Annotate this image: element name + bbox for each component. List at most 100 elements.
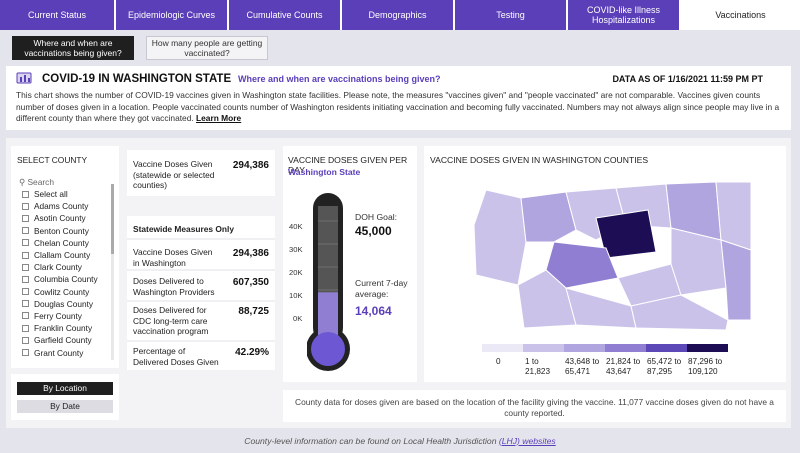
checkbox[interactable] bbox=[22, 239, 29, 247]
tab-epidemiologic-curves[interactable]: Epidemiologic Curves bbox=[116, 0, 229, 30]
wa-doses-label: Vaccine Doses Given in Washington bbox=[133, 247, 213, 268]
county-item[interactable]: Franklin County bbox=[22, 322, 114, 334]
search-icon: ⚲ bbox=[19, 177, 26, 187]
checkbox[interactable] bbox=[22, 324, 29, 332]
county-item[interactable]: Adams County bbox=[22, 200, 114, 212]
legend-label: 65,472 to 87,295 bbox=[647, 357, 682, 376]
syringe-chart-icon bbox=[16, 72, 32, 84]
doses-per-day-panel: VACCINE DOSES GIVEN PER DAY Washington S… bbox=[283, 146, 417, 382]
thermometer bbox=[307, 193, 350, 371]
tab-current-status[interactable]: Current Status bbox=[0, 0, 116, 30]
county-item[interactable]: Benton County bbox=[22, 225, 114, 237]
county-item[interactable]: Clallam County bbox=[22, 249, 114, 261]
county-item[interactable]: Ferry County bbox=[22, 310, 114, 322]
county-item[interactable]: Douglas County bbox=[22, 298, 114, 310]
lhj-websites-link[interactable]: (LHJ) websites bbox=[498, 436, 556, 446]
legend-swatch bbox=[687, 344, 728, 352]
tab-demographics[interactable]: Demographics bbox=[342, 0, 455, 30]
legend-label: 21,824 to 43,647 bbox=[606, 357, 641, 376]
scrollbar-thumb[interactable] bbox=[111, 184, 114, 254]
tab-covid-like-illness[interactable]: COVID-like Illness Hospitalizations bbox=[568, 0, 681, 30]
checkbox[interactable] bbox=[22, 251, 29, 259]
county-item[interactable]: Chelan County bbox=[22, 237, 114, 249]
goal-label: DOH Goal: bbox=[355, 212, 398, 222]
by-date-button[interactable]: By Date bbox=[17, 400, 113, 413]
county-pierce[interactable] bbox=[545, 241, 619, 289]
divider bbox=[127, 238, 275, 240]
main-tabs: Current Status Epidemiologic Curves Cumu… bbox=[0, 0, 800, 30]
tick-30k: 30K bbox=[289, 245, 303, 254]
county-shape[interactable] bbox=[670, 227, 727, 296]
county-shape[interactable] bbox=[520, 191, 577, 243]
search-input[interactable]: Search bbox=[27, 177, 55, 187]
legend-label: 0 bbox=[496, 357, 501, 366]
county-list: Select all Adams County Asotin County Be… bbox=[22, 188, 114, 359]
legend-swatch bbox=[482, 344, 523, 352]
search-box[interactable]: ⚲ Search bbox=[19, 177, 54, 187]
subtab-where-when[interactable]: Where and when are vaccinations being gi… bbox=[12, 36, 134, 60]
checkbox[interactable] bbox=[22, 312, 29, 320]
map-note: County data for doses given are based on… bbox=[295, 397, 774, 418]
county-list-scrollbar[interactable] bbox=[111, 184, 114, 360]
checkbox[interactable] bbox=[22, 202, 29, 210]
checkbox[interactable] bbox=[22, 288, 29, 296]
footer-text: County-level information can be found on… bbox=[244, 436, 499, 446]
tab-vaccinations[interactable]: Vaccinations bbox=[681, 0, 800, 30]
doses-given-value: 294,386 bbox=[232, 160, 269, 171]
county-shape[interactable] bbox=[473, 189, 527, 286]
map-legend-swatches bbox=[482, 344, 728, 352]
page-title: COVID-19 IN WASHINGTON STATE bbox=[42, 73, 232, 85]
checkbox[interactable] bbox=[22, 275, 29, 283]
map-title: VACCINE DOSES GIVEN IN WASHINGTON COUNTI… bbox=[430, 155, 649, 165]
tick-40k: 40K bbox=[289, 222, 303, 231]
legend-label: 87,296 to 109,120 bbox=[688, 357, 723, 376]
statewide-measures-card: Statewide Measures Only Vaccine Doses Gi… bbox=[127, 216, 275, 370]
county-filter-title: SELECT COUNTY bbox=[17, 155, 88, 165]
thermo-subtitle: Washington State bbox=[288, 167, 361, 177]
cdc-label: Doses Delivered for CDC long-term care v… bbox=[133, 305, 209, 336]
checkbox[interactable] bbox=[22, 349, 29, 357]
vaccination-subtabs: Where and when are vaccinations being gi… bbox=[12, 36, 268, 60]
county-item[interactable]: Columbia County bbox=[22, 273, 114, 285]
county-shape[interactable] bbox=[630, 294, 729, 331]
divider bbox=[127, 340, 275, 342]
wa-doses-value: 294,386 bbox=[232, 248, 269, 259]
checkbox[interactable] bbox=[22, 300, 29, 308]
avg-value: 14,064 bbox=[355, 304, 392, 318]
county-filter-panel: SELECT COUNTY ⚲ Search Select all Adams … bbox=[11, 146, 119, 368]
subtab-how-many[interactable]: How many people are getting vaccinated? bbox=[146, 36, 268, 60]
washington-map bbox=[473, 181, 752, 331]
pct-label: Percentage of Delivered Doses Given bbox=[133, 346, 219, 367]
checkbox[interactable] bbox=[22, 190, 29, 198]
county-item[interactable]: Asotin County bbox=[22, 212, 114, 224]
description: This chart shows the number of COVID-19 … bbox=[16, 90, 784, 125]
checkbox[interactable] bbox=[22, 214, 29, 222]
delivered-label: Doses Delivered to Washington Providers bbox=[133, 276, 215, 297]
tab-cumulative-counts[interactable]: Cumulative Counts bbox=[229, 0, 342, 30]
county-item[interactable]: Clark County bbox=[22, 261, 114, 273]
tick-20k: 20K bbox=[289, 268, 303, 277]
checkbox[interactable] bbox=[22, 263, 29, 271]
header-panel: COVID-19 IN WASHINGTON STATE Where and w… bbox=[6, 66, 791, 130]
county-item[interactable]: Grant County bbox=[22, 346, 114, 358]
legend-swatch bbox=[646, 344, 687, 352]
data-as-of: DATA AS OF 1/16/2021 11:59 PM PT bbox=[612, 74, 763, 84]
county-map-panel: VACCINE DOSES GIVEN IN WASHINGTON COUNTI… bbox=[424, 146, 786, 382]
pct-value: 42.29% bbox=[235, 347, 269, 358]
learn-more-link[interactable]: Learn More bbox=[196, 113, 242, 123]
by-location-button[interactable]: By Location bbox=[17, 382, 113, 395]
checkbox[interactable] bbox=[22, 227, 29, 235]
checkbox[interactable] bbox=[22, 336, 29, 344]
county-king[interactable] bbox=[595, 209, 657, 259]
doses-given-label: Vaccine Doses Given (statewide or select… bbox=[133, 159, 215, 190]
footer: County-level information can be found on… bbox=[0, 436, 800, 446]
county-item[interactable]: Cowlitz County bbox=[22, 286, 114, 298]
view-toggle-panel: By Location By Date bbox=[11, 374, 119, 420]
legend-swatch bbox=[523, 344, 564, 352]
doses-given-card: Vaccine Doses Given (statewide or select… bbox=[127, 150, 275, 196]
tab-testing[interactable]: Testing bbox=[455, 0, 568, 30]
county-item[interactable]: Garfield County bbox=[22, 334, 114, 346]
divider bbox=[127, 300, 275, 302]
county-shape[interactable] bbox=[720, 239, 752, 321]
county-item-select-all[interactable]: Select all bbox=[22, 188, 114, 200]
